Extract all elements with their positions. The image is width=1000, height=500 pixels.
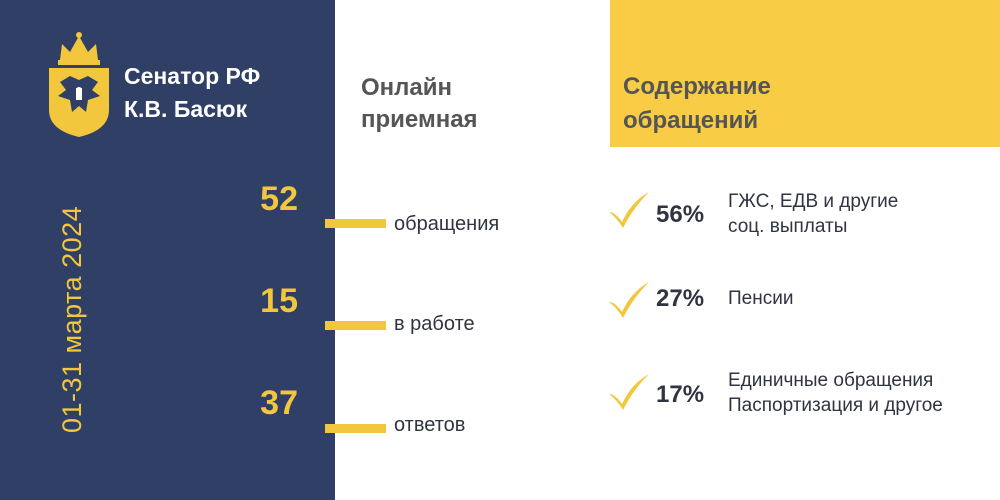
senator-title: Сенатор РФ К.В. Басюк bbox=[124, 60, 260, 126]
percent-pensions: 27% bbox=[656, 285, 705, 312]
category-other: Единичные обращения Паспортизация и друг… bbox=[728, 368, 943, 418]
senator-title-line1: Сенатор РФ bbox=[124, 63, 261, 89]
stat-bar bbox=[325, 219, 386, 228]
coat-of-arms-icon bbox=[49, 32, 109, 137]
category-line2: соц. выплаты bbox=[728, 216, 848, 237]
checkmark-icon bbox=[609, 374, 649, 410]
checkmark-icon bbox=[609, 282, 649, 318]
senator-name: К.В. Басюк bbox=[124, 96, 248, 122]
stat-value-in-progress: 15 bbox=[260, 282, 298, 320]
category-line1: ГЖС, ЕДВ и другие bbox=[728, 191, 899, 212]
content-heading-line1: Содержание bbox=[623, 73, 771, 100]
period-label: 01-31 марта 2024 bbox=[57, 205, 87, 433]
online-heading-line1: Онлайн bbox=[361, 74, 453, 101]
content-header-panel bbox=[610, 0, 1000, 147]
category-social-payments: ГЖС, ЕДВ и другие соц. выплаты bbox=[728, 189, 898, 239]
stat-label-answers: ответов bbox=[394, 414, 466, 436]
category-line1: Единичные обращения bbox=[728, 370, 934, 391]
stat-value-appeals: 52 bbox=[260, 180, 298, 218]
category-line2: Паспортизация и другое bbox=[728, 395, 943, 416]
category-line1: Пенсии bbox=[728, 288, 794, 309]
category-pensions: Пенсии bbox=[728, 286, 793, 311]
stat-bar bbox=[325, 321, 386, 330]
content-heading: Содержание обращений bbox=[623, 70, 771, 138]
content-heading-line2: обращений bbox=[623, 107, 759, 134]
percent-other: 17% bbox=[656, 381, 705, 408]
stat-bar bbox=[325, 424, 386, 433]
stat-label-in-progress: в работе bbox=[394, 313, 475, 335]
stat-label-appeals: обращения bbox=[394, 213, 500, 235]
online-reception-heading: Онлайн приемная bbox=[361, 72, 478, 136]
online-heading-line2: приемная bbox=[361, 106, 478, 133]
stat-value-answers: 37 bbox=[260, 384, 298, 422]
checkmark-icon bbox=[609, 192, 649, 228]
percent-social-payments: 56% bbox=[656, 201, 705, 228]
